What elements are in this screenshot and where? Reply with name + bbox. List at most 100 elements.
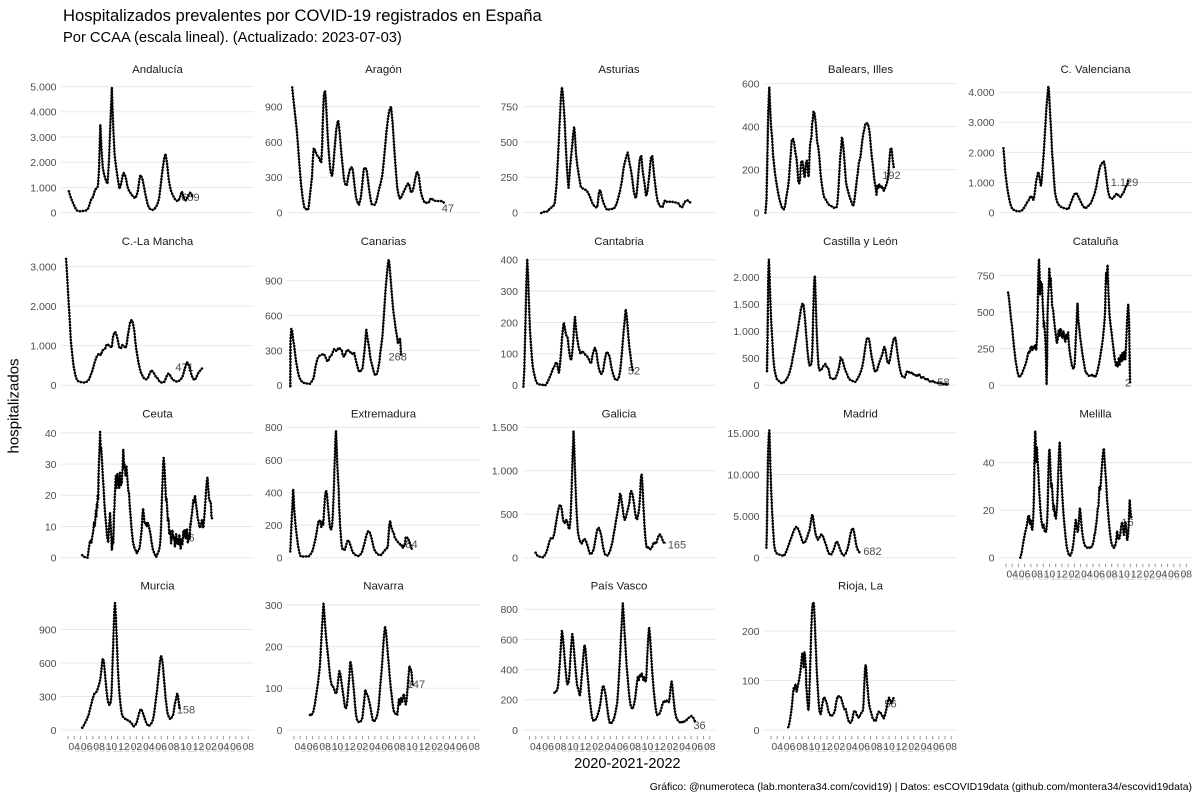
svg-text:3.000: 3.000 bbox=[30, 132, 56, 144]
svg-text:1.129: 1.129 bbox=[1111, 177, 1139, 189]
svg-text:250: 250 bbox=[500, 172, 518, 184]
svg-text:165: 165 bbox=[668, 539, 686, 551]
svg-text:3.000: 3.000 bbox=[30, 261, 56, 273]
svg-text:07: 07 bbox=[790, 744, 802, 755]
svg-text:05: 05 bbox=[450, 744, 462, 755]
svg-text:Balears, Illes: Balears, Illes bbox=[828, 64, 894, 76]
svg-text:03: 03 bbox=[1075, 572, 1087, 583]
svg-text:0: 0 bbox=[989, 380, 995, 392]
svg-text:05: 05 bbox=[301, 744, 313, 755]
svg-text:02: 02 bbox=[205, 742, 217, 753]
svg-text:10: 10 bbox=[567, 742, 579, 753]
svg-text:09: 09 bbox=[1038, 572, 1050, 583]
svg-text:192: 192 bbox=[882, 170, 900, 182]
svg-text:11: 11 bbox=[815, 744, 826, 755]
svg-text:250: 250 bbox=[977, 344, 995, 356]
svg-text:09: 09 bbox=[326, 744, 338, 755]
svg-text:06: 06 bbox=[692, 742, 704, 753]
svg-text:06: 06 bbox=[933, 742, 945, 753]
svg-text:07: 07 bbox=[1174, 572, 1186, 583]
svg-text:04: 04 bbox=[605, 742, 617, 753]
svg-text:0: 0 bbox=[51, 380, 57, 392]
svg-text:07: 07 bbox=[939, 744, 951, 755]
svg-text:06: 06 bbox=[230, 742, 242, 753]
svg-text:200: 200 bbox=[500, 695, 518, 707]
svg-text:C. Valenciana: C. Valenciana bbox=[1060, 64, 1131, 76]
svg-text:03: 03 bbox=[1150, 572, 1162, 583]
svg-text:20: 20 bbox=[45, 490, 57, 502]
svg-text:07: 07 bbox=[162, 744, 174, 755]
svg-text:500: 500 bbox=[500, 137, 518, 149]
svg-text:08: 08 bbox=[555, 742, 567, 753]
svg-text:0: 0 bbox=[277, 380, 283, 392]
svg-text:36: 36 bbox=[693, 720, 705, 732]
svg-text:05: 05 bbox=[224, 744, 236, 755]
svg-text:200: 200 bbox=[500, 317, 518, 329]
svg-text:06: 06 bbox=[1168, 570, 1180, 581]
svg-text:08: 08 bbox=[1031, 570, 1043, 581]
svg-text:2.000: 2.000 bbox=[733, 272, 759, 284]
svg-text:900: 900 bbox=[39, 624, 57, 636]
svg-text:08: 08 bbox=[469, 742, 481, 753]
svg-text:12: 12 bbox=[344, 742, 356, 753]
svg-text:08: 08 bbox=[319, 742, 331, 753]
svg-text:03: 03 bbox=[363, 744, 375, 755]
svg-text:05: 05 bbox=[1087, 572, 1099, 583]
svg-text:02: 02 bbox=[667, 742, 679, 753]
svg-text:08: 08 bbox=[93, 742, 105, 753]
svg-text:06: 06 bbox=[156, 742, 168, 753]
svg-text:01: 01 bbox=[125, 744, 137, 755]
svg-text:04: 04 bbox=[921, 742, 933, 753]
svg-text:07: 07 bbox=[388, 744, 400, 755]
svg-text:12: 12 bbox=[193, 742, 205, 753]
svg-text:0: 0 bbox=[277, 553, 283, 565]
svg-text:10: 10 bbox=[406, 742, 418, 753]
svg-text:09: 09 bbox=[174, 744, 186, 755]
svg-text:02: 02 bbox=[834, 742, 846, 753]
svg-text:600: 600 bbox=[500, 634, 518, 646]
svg-text:600: 600 bbox=[265, 311, 283, 323]
svg-text:40: 40 bbox=[983, 458, 995, 470]
svg-text:09: 09 bbox=[100, 744, 112, 755]
svg-text:600: 600 bbox=[742, 79, 760, 91]
svg-text:6: 6 bbox=[188, 533, 194, 545]
svg-text:01: 01 bbox=[586, 744, 598, 755]
svg-text:Hospitalizados prevalentes por: Hospitalizados prevalentes por COVID-19 … bbox=[63, 6, 542, 25]
svg-text:0: 0 bbox=[989, 208, 995, 220]
svg-text:4.000: 4.000 bbox=[968, 87, 994, 99]
svg-text:06: 06 bbox=[1094, 570, 1106, 581]
svg-text:06: 06 bbox=[784, 742, 796, 753]
svg-text:1.000: 1.000 bbox=[733, 326, 759, 338]
svg-text:10.000: 10.000 bbox=[727, 469, 759, 481]
svg-text:30: 30 bbox=[45, 459, 57, 471]
svg-text:01: 01 bbox=[425, 744, 437, 755]
svg-text:02: 02 bbox=[1143, 570, 1155, 581]
svg-text:10: 10 bbox=[1118, 570, 1130, 581]
svg-text:300: 300 bbox=[265, 172, 283, 184]
svg-text:147: 147 bbox=[407, 679, 425, 691]
svg-text:Navarra: Navarra bbox=[363, 581, 404, 593]
svg-text:01: 01 bbox=[1063, 572, 1075, 583]
svg-text:06: 06 bbox=[1019, 570, 1031, 581]
svg-text:11: 11 bbox=[413, 744, 424, 755]
svg-text:03: 03 bbox=[840, 744, 852, 755]
svg-text:Murcia: Murcia bbox=[140, 581, 175, 593]
svg-text:04: 04 bbox=[530, 742, 542, 753]
svg-text:200: 200 bbox=[265, 520, 283, 532]
svg-text:2020-2021-2022: 2020-2021-2022 bbox=[574, 756, 680, 772]
svg-text:06: 06 bbox=[859, 742, 871, 753]
svg-text:12: 12 bbox=[654, 742, 666, 753]
svg-text:04: 04 bbox=[444, 742, 456, 753]
svg-text:0: 0 bbox=[754, 553, 760, 565]
svg-text:07: 07 bbox=[623, 744, 635, 755]
svg-text:05: 05 bbox=[778, 744, 790, 755]
svg-text:03: 03 bbox=[673, 744, 685, 755]
svg-text:Melilla: Melilla bbox=[1079, 408, 1112, 420]
svg-text:11: 11 bbox=[1125, 572, 1136, 583]
svg-text:05: 05 bbox=[927, 744, 939, 755]
svg-text:682: 682 bbox=[863, 546, 881, 558]
svg-text:300: 300 bbox=[265, 600, 283, 612]
svg-text:05: 05 bbox=[75, 744, 87, 755]
svg-text:Castilla y León: Castilla y León bbox=[823, 236, 898, 248]
svg-text:12: 12 bbox=[1056, 570, 1068, 581]
